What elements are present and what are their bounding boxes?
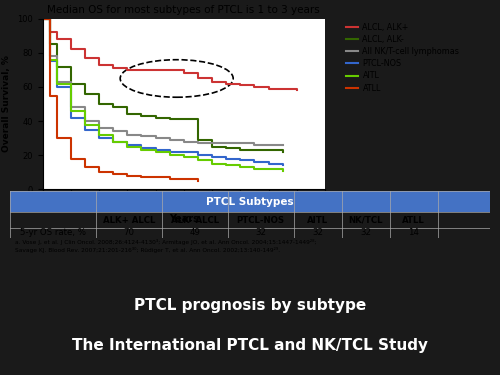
Text: ALK+ ALCL: ALK+ ALCL: [103, 216, 156, 225]
Text: ATLL: ATLL: [402, 216, 425, 225]
Text: 5-yr OS rate, %: 5-yr OS rate, %: [20, 228, 86, 237]
Text: 32: 32: [360, 228, 371, 237]
Text: 32: 32: [256, 228, 266, 237]
Text: NK/TCL: NK/TCL: [348, 216, 383, 225]
Text: 70: 70: [124, 228, 135, 237]
Y-axis label: Overall Survival, %: Overall Survival, %: [2, 56, 12, 153]
Text: a. Vose J, et al. J Clin Oncol. 2008;26:4124-4130³; Armitage JO, et al. Ann Onco: a. Vose J, et al. J Clin Oncol. 2008;26:…: [15, 239, 316, 253]
Text: 49: 49: [190, 228, 200, 237]
Text: PTCL Subtypes: PTCL Subtypes: [206, 197, 294, 207]
Legend: ALCL, ALK+, ALCL, ALK-, All NK/T-cell lymphomas, PTCL-NOS, AITL, ATLL: ALCL, ALK+, ALCL, ALK-, All NK/T-cell ly…: [343, 20, 462, 96]
Text: ALK- ALCL: ALK- ALCL: [171, 216, 219, 225]
Text: 32: 32: [312, 228, 323, 237]
FancyBboxPatch shape: [10, 191, 490, 212]
Text: The International PTCL and NK/TCL Study: The International PTCL and NK/TCL Study: [72, 338, 428, 352]
X-axis label: Years: Years: [169, 214, 198, 223]
Text: PTCL prognosis by subtype: PTCL prognosis by subtype: [134, 298, 366, 313]
Text: AITL: AITL: [307, 216, 328, 225]
Text: PTCL-NOS: PTCL-NOS: [236, 216, 285, 225]
Text: 14: 14: [408, 228, 419, 237]
Title: Median OS for most subtypes of PTCL is 1 to 3 years: Median OS for most subtypes of PTCL is 1…: [48, 5, 320, 15]
